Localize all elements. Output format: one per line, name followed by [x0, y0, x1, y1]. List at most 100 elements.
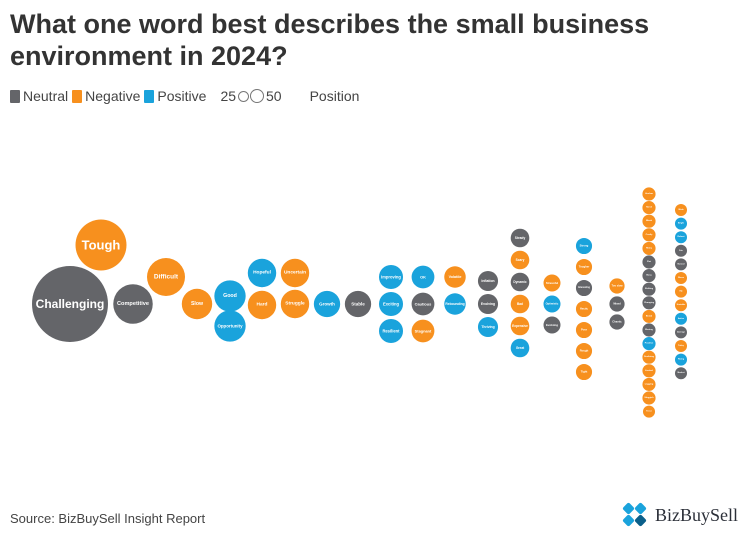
legend: Neutral Negative Positive 25 50 Position	[10, 88, 359, 104]
bubble-normal[interactable]	[674, 258, 688, 271]
bubble-label: Stressful	[546, 281, 559, 285]
bubble-shifting[interactable]	[642, 282, 656, 296]
bubble-optimistic[interactable]	[543, 295, 561, 313]
bubble-improving[interactable]	[378, 264, 404, 290]
bubble-tense[interactable]	[642, 405, 656, 418]
bubble-costly[interactable]	[642, 228, 656, 242]
bubble-label: Moving	[645, 329, 653, 331]
bubble-tougher[interactable]	[575, 258, 593, 276]
bubble-chaotic[interactable]	[609, 314, 625, 330]
bubble-positive[interactable]	[642, 337, 656, 351]
bubble-moving[interactable]	[642, 323, 656, 337]
bubble-label: Positive	[645, 342, 654, 345]
bubble-label: Bright	[678, 222, 684, 225]
bubble-unstable[interactable]	[674, 299, 688, 312]
bubble-evolving[interactable]	[543, 316, 561, 334]
bubble-resilient[interactable]	[378, 318, 404, 344]
logo-icon	[622, 502, 647, 527]
legend-label-negative: Negative	[85, 88, 141, 104]
bubble-label: Costly	[646, 233, 653, 236]
bubble-bad[interactable]	[510, 294, 530, 314]
bubble-hopeful[interactable]	[247, 258, 277, 288]
legend-item-positive[interactable]: Positive	[144, 88, 206, 104]
bubble-rising[interactable]	[674, 353, 688, 366]
bubble-strong[interactable]	[575, 237, 593, 255]
bubble-too-slow[interactable]	[609, 278, 625, 294]
bubble-label: Tough	[82, 238, 121, 253]
bubble-hard[interactable]	[247, 290, 277, 320]
bubble-competitive[interactable]	[113, 284, 153, 324]
bubble-opportunity[interactable]	[214, 310, 246, 342]
bubble-weak[interactable]	[674, 203, 688, 217]
bubble-label: Normal	[678, 263, 685, 265]
bubble-evolving[interactable]	[477, 293, 499, 315]
bubble-label: Changing	[644, 302, 655, 304]
bubble-great[interactable]	[510, 338, 530, 358]
bubble-tough[interactable]	[75, 219, 127, 271]
bubble-label: Slow	[191, 301, 204, 307]
bubble-uncertain[interactable]	[280, 258, 310, 288]
bubble-active[interactable]	[674, 312, 688, 325]
bubble-tight[interactable]	[575, 363, 593, 381]
bubble-volatile[interactable]	[444, 266, 466, 288]
bubble-difficult[interactable]	[147, 258, 185, 296]
bubble-label: Growth	[319, 302, 335, 307]
bubble-steady[interactable]	[510, 228, 530, 248]
bubble-sluggish[interactable]	[642, 391, 656, 405]
bubble-scary[interactable]	[510, 250, 530, 270]
bubble-flat[interactable]	[642, 255, 656, 269]
bubble-rebounding[interactable]	[444, 293, 466, 315]
bubble-brutal[interactable]	[642, 309, 656, 323]
bubble-mixed[interactable]	[609, 296, 625, 312]
bubble-interesting[interactable]	[575, 279, 593, 297]
bubble-ok[interactable]	[411, 265, 435, 289]
bubble-bleak[interactable]	[642, 214, 656, 228]
bubble-label: Unclear	[645, 193, 653, 195]
bubble-hectic[interactable]	[575, 300, 593, 318]
bubble-exciting[interactable]	[378, 291, 404, 317]
bubble-lagging[interactable]	[642, 377, 656, 391]
bubble-declining[interactable]	[642, 350, 656, 364]
bubble-fair[interactable]	[674, 244, 688, 257]
logo-text: BizBuySell	[655, 504, 739, 525]
bubble-inflation[interactable]	[477, 270, 499, 292]
bubble-slow[interactable]	[181, 288, 213, 320]
bubble-struggle[interactable]	[280, 289, 310, 319]
bubble-cautious[interactable]	[411, 292, 435, 316]
legend-item-neutral[interactable]: Neutral	[10, 88, 68, 104]
bubble-robust[interactable]	[674, 231, 688, 244]
bubble-unclear[interactable]	[642, 187, 656, 201]
bubble-bright[interactable]	[674, 217, 688, 230]
bubble-growth[interactable]	[313, 290, 341, 318]
bubble-challenging[interactable]	[32, 266, 108, 342]
bubble-label: Harsh	[646, 207, 653, 209]
bubble-good[interactable]	[214, 280, 246, 312]
bubble-tricky[interactable]	[674, 339, 688, 353]
bubble-limited[interactable]	[642, 364, 656, 378]
bubble-changing[interactable]	[642, 296, 656, 310]
bubble-average[interactable]	[674, 326, 688, 339]
bubble-risky[interactable]	[642, 241, 656, 255]
bubble-rough[interactable]	[575, 342, 593, 360]
bubble-worse[interactable]	[674, 271, 688, 285]
bubble-iffy[interactable]	[674, 285, 688, 298]
bubble-label: Stagnant	[415, 329, 432, 334]
bubble-stable[interactable]	[344, 290, 372, 318]
bubble-dynamic[interactable]	[510, 272, 530, 292]
bubble-stressful[interactable]	[543, 274, 561, 292]
legend-item-negative[interactable]: Negative	[72, 88, 140, 104]
bubble-label: Tense	[646, 411, 653, 413]
bubble-modest[interactable]	[674, 367, 688, 380]
bubble-harsh[interactable]	[642, 201, 656, 215]
bubble-stagnant[interactable]	[411, 319, 435, 343]
bubble-thriving[interactable]	[477, 316, 499, 338]
legend-label-neutral: Neutral	[23, 88, 69, 104]
bubble-busy[interactable]	[642, 269, 656, 283]
bubble-label: Tight	[581, 370, 588, 374]
bubble-label: Shifting	[645, 287, 654, 290]
bubble-poor[interactable]	[575, 321, 593, 339]
legend-swatch-positive	[144, 89, 155, 103]
bubble-label: Struggle	[285, 301, 305, 307]
bubble-expensive[interactable]	[510, 316, 530, 336]
bubble-label: Mixed	[613, 302, 621, 306]
